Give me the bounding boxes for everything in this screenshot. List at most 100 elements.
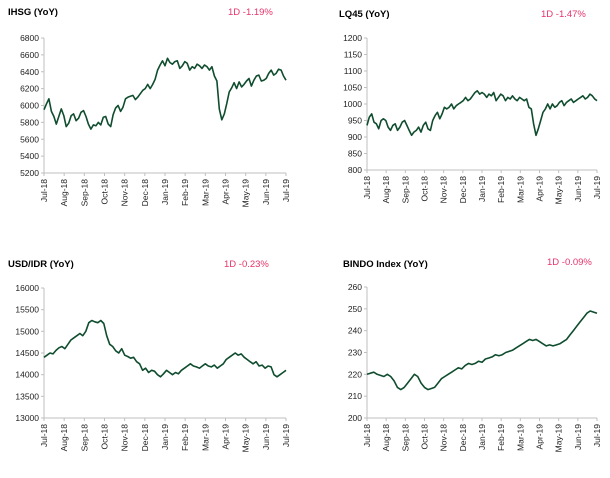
series-line [43,319,287,378]
ihsg-line-chart: 5200 5400 5600 5800 6000 6200 6400 6600 6800 Jul-… [20,33,291,208]
panel-ihsg: IHSG (YoY) 1D -1.19% 5200 5400 5600 5800 600… [0,0,305,239]
panel-bindo: BINDO Index (YoY) 1D -0.09% 200 210 220 230… [305,239,610,478]
chart-title: LQ45 (YoY) [339,9,390,20]
x-tick-label: May-19 [241,179,251,208]
daily-change-label: 1D -0.09% [547,257,592,268]
x-tick-label: Aug-18 [381,424,391,452]
y-tick-label: 950 [348,116,362,126]
y-tick-label: 13000 [15,413,39,423]
x-tick-label: Sep-18 [400,176,410,204]
x-tick-label: Feb-19 [180,424,190,451]
y-tick-label: 210 [348,391,362,401]
y-tick-label: 1000 [343,99,362,109]
x-tick-label: Jul-19 [592,424,602,447]
y-tick-label: 6800 [20,33,39,43]
y-tick-label: 200 [348,413,362,423]
x-tick-label: Jun-19 [573,176,583,202]
y-tick-label: 6400 [20,67,39,77]
x-tick-label: Dec-18 [458,424,468,452]
y-tick-label: 5800 [20,117,39,127]
x-tick-label: Jul-19 [281,179,291,202]
x-tick-label: Jan-19 [477,424,487,450]
x-tick-label: Nov-18 [120,424,130,452]
y-tick-label: 6200 [20,84,39,94]
x-tick-label: Oct-18 [100,179,110,205]
y-tick-label: 5400 [20,151,39,161]
x-tick-label: Dec-18 [140,424,150,452]
y-tick-label: 240 [348,326,362,336]
x-tick-label: Nov-18 [439,176,449,204]
x-tick-label: Sep-18 [79,179,89,207]
x-tick-label: Jul-18 [39,424,49,447]
bindo-line-chart: 200 210 220 230 240 250 260 Jul-18 Aug-18 Sep-18 O… [348,282,602,453]
y-tick-label: 1150 [344,50,363,60]
x-tick-label: Mar-19 [200,424,210,451]
x-tick-label: Sep-18 [400,424,410,452]
chart-title: USD/IDR (YoY) [8,259,74,270]
x-tick-label: Feb-19 [180,179,190,206]
y-tick-label: 15000 [15,326,39,336]
daily-change-label: 1D -0.23% [224,259,269,270]
y-tick-label: 900 [348,132,362,142]
x-tick-label: Nov-18 [439,424,449,452]
x-tick-label: May-19 [241,424,251,453]
x-tick-label: Jul-18 [362,424,372,447]
y-tick-label: 1050 [343,83,362,93]
y-tick-label: 15500 [15,305,39,315]
x-tick-label: Jul-19 [592,176,602,199]
y-tick-label: 14000 [15,370,39,380]
chart-title: BINDO Index (YoY) [343,259,428,270]
panel-lq45: LQ45 (YoY) 1D -1.47% 800 850 900 950 1000 105… [305,0,610,239]
x-tick-label: Feb-19 [496,424,506,451]
y-tick-label: 1200 [343,33,362,43]
x-tick-label: Jun-19 [261,179,271,205]
y-tick-label: 850 [348,149,362,159]
y-tick-label: 6600 [20,50,39,60]
x-tick-label: Oct-18 [420,424,430,450]
x-tick-label: Dec-18 [458,176,468,204]
lq45-line-chart: 800 850 900 950 1000 1050 1100 1150 1200 Jul-18 Au… [343,33,602,205]
y-tick-label: 14500 [15,348,39,358]
series-line [43,57,287,130]
x-tick-label: Mar-19 [515,176,525,203]
daily-change-label: 1D -1.19% [228,7,273,18]
x-tick-label: Jan-19 [477,176,487,202]
x-tick-label: Aug-18 [59,179,69,207]
x-tick-label: Dec-18 [140,179,150,207]
x-tick-label: Oct-18 [100,424,110,450]
series-line [366,90,598,137]
x-tick-label: Apr-19 [535,176,545,202]
daily-change-label: 1D -1.47% [541,9,586,20]
series-line [366,310,598,391]
x-tick-label: Sep-18 [79,424,89,452]
x-tick-label: Feb-19 [496,176,506,203]
x-tick-label: Apr-19 [221,424,231,450]
x-tick-label: Jul-18 [39,179,49,202]
x-tick-label: Mar-19 [515,424,525,451]
y-tick-label: 800 [348,165,362,175]
x-tick-label: May-19 [554,424,564,453]
x-tick-label: Jul-19 [281,424,291,447]
y-tick-label: 250 [348,304,362,314]
x-tick-label: May-19 [554,176,564,205]
x-tick-label: Jun-19 [261,424,271,450]
x-tick-label: Apr-19 [221,179,231,205]
y-tick-label: 230 [348,348,362,358]
y-tick-label: 16000 [15,283,39,293]
y-tick-label: 260 [348,282,362,292]
y-tick-label: 5600 [20,134,39,144]
x-tick-label: Oct-18 [420,176,430,202]
y-tick-label: 1100 [344,66,363,76]
y-tick-label: 5200 [20,168,39,178]
usdidr-line-chart: 13000 13500 14000 14500 15000 15500 16000 Jul-1… [15,283,291,453]
x-tick-label: Jan-19 [160,424,170,450]
chart-title: IHSG (YoY) [8,7,58,18]
x-tick-label: Nov-18 [120,179,130,207]
x-tick-label: Aug-18 [381,176,391,204]
x-tick-label: Jul-18 [362,176,372,199]
x-tick-label: Jun-19 [573,424,583,450]
x-tick-label: Jan-19 [160,179,170,205]
y-tick-label: 6000 [20,101,39,111]
x-tick-label: Aug-18 [59,424,69,452]
panel-usdidr: USD/IDR (YoY) 1D -0.23% 13000 13500 14000 1… [0,239,305,478]
